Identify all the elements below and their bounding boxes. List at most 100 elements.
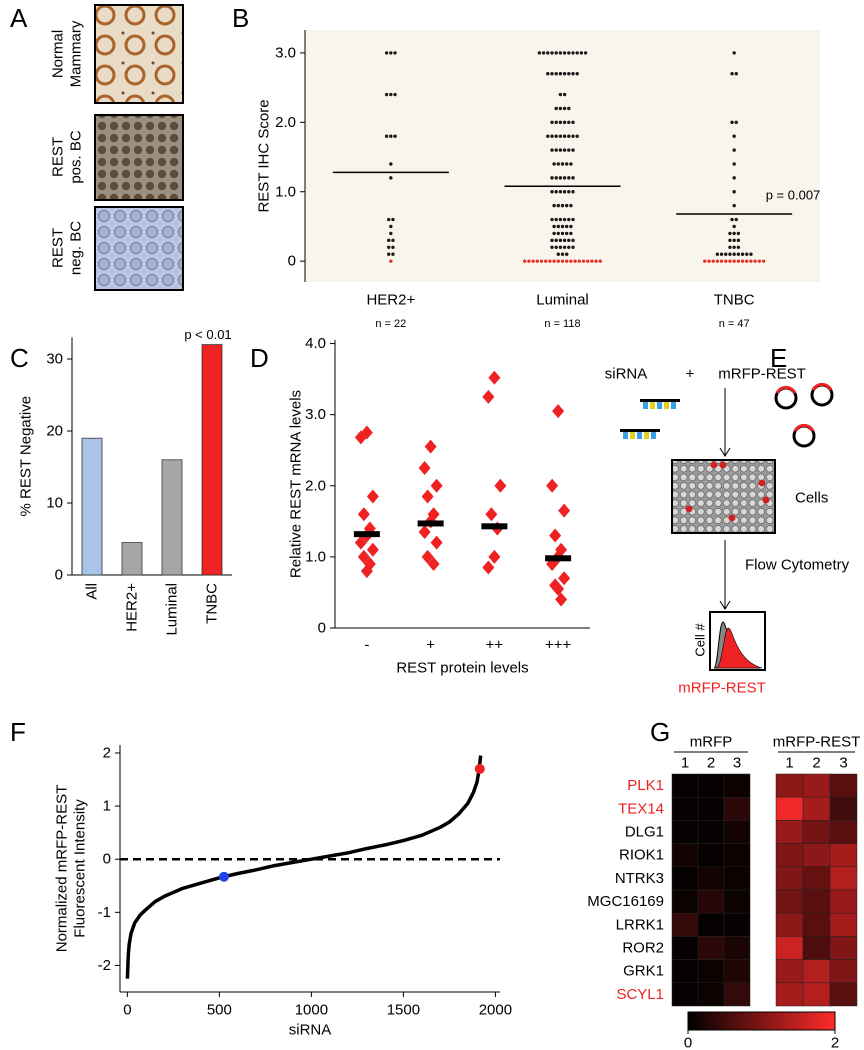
y-tick-label: 3.0: [275, 44, 296, 61]
image-label: Mammary: [68, 20, 85, 87]
dot: [391, 217, 395, 222]
heat-cell: [802, 889, 831, 914]
dot: [550, 51, 554, 55]
dot: [567, 148, 571, 152]
panel-label: C: [10, 343, 29, 373]
dot: [562, 72, 567, 76]
dot: [732, 190, 736, 194]
dot: [552, 203, 556, 208]
transfected-wells: [685, 461, 770, 522]
plasmid-icon: [774, 382, 834, 448]
heat-cell: [723, 796, 751, 821]
heat-cell: [802, 866, 831, 891]
n-label: n = 118: [544, 318, 580, 330]
heat-cell: [802, 959, 831, 984]
heat-cell: [671, 982, 699, 1007]
dot: [389, 134, 393, 138]
tissue-image: [94, 206, 184, 291]
annotation: p < 0.01: [184, 327, 231, 342]
dot: [558, 51, 563, 55]
y-tick-label: 1.0: [305, 548, 326, 565]
dot: [531, 259, 535, 263]
dot: [562, 134, 567, 138]
histogram-x-label: mRFP-REST: [678, 680, 766, 697]
column-label: 3: [733, 755, 741, 772]
dot: [387, 217, 391, 222]
diamond: [482, 389, 495, 404]
dot: [724, 252, 728, 256]
dot: [552, 224, 556, 229]
dot: [550, 176, 554, 180]
row-label: MGC16169: [587, 893, 664, 910]
dot: [556, 203, 560, 208]
dot: [571, 217, 575, 222]
x-tick-label: HER2+: [124, 583, 141, 632]
dot: [736, 238, 741, 243]
heat-cell: [697, 936, 725, 960]
dot: [732, 231, 736, 236]
plasmid-label: mRFP-REST: [718, 366, 806, 383]
dot: [560, 252, 565, 256]
group-label: mRFP: [690, 734, 733, 751]
dot: [552, 231, 556, 236]
dot: [550, 72, 554, 76]
x-tick-label: +: [426, 637, 435, 654]
dot: [384, 92, 389, 97]
dot: [562, 190, 567, 194]
dot: [567, 120, 571, 125]
dot: [393, 51, 397, 55]
dot: [586, 259, 590, 263]
dot: [736, 245, 741, 249]
column-label: 3: [839, 755, 847, 772]
dot: [728, 231, 732, 236]
diamond: [366, 542, 379, 557]
dot: [575, 51, 579, 55]
panel-label: F: [10, 717, 26, 747]
dot: [387, 252, 391, 256]
diamond: [357, 549, 370, 564]
x-tick-label: Luminal: [536, 292, 589, 309]
y-tick-label: 4.0: [305, 335, 326, 352]
heat-cell: [775, 843, 804, 868]
diamond: [494, 478, 507, 493]
x-tick-label: HER2+: [366, 292, 415, 309]
heat-cell: [723, 773, 751, 798]
dot: [571, 245, 575, 249]
x-tick-label: 500: [207, 1002, 232, 1019]
heat-cell: [775, 796, 804, 821]
dot: [745, 252, 749, 256]
heat-cell: [697, 820, 725, 844]
heat-cell: [775, 889, 804, 914]
heat-cell: [671, 796, 699, 821]
heat-cell: [697, 866, 725, 891]
dot: [393, 134, 397, 138]
dot: [554, 245, 558, 249]
dot: [736, 259, 741, 263]
diamond: [357, 507, 370, 522]
heat-cell: [723, 843, 751, 868]
heat-cell: [723, 959, 751, 984]
panel-label: E: [770, 343, 787, 373]
heat-cell: [829, 843, 858, 868]
panel-e: E siRNA + mRFP-REST Cells Flow Cytometry…: [605, 343, 850, 697]
heat-cell: [671, 912, 699, 937]
dot: [732, 224, 736, 229]
y-tick-label: 1: [103, 798, 111, 815]
heat-cell: [802, 982, 831, 1007]
y-tick-label: 3.0: [305, 406, 326, 423]
row-label: DLG1: [625, 824, 664, 841]
diamond: [366, 489, 379, 504]
image-label: pos. BC: [68, 130, 85, 184]
diamond: [558, 571, 571, 586]
dot: [550, 120, 554, 125]
bar: [161, 459, 183, 576]
dot: [389, 51, 393, 55]
heat-cell: [671, 936, 699, 960]
dot: [554, 238, 558, 243]
x-axis-label: REST protein levels: [396, 660, 528, 677]
dot: [550, 238, 554, 243]
y-tick-label: -2: [98, 957, 111, 974]
dot: [558, 72, 563, 76]
dot: [719, 252, 724, 256]
